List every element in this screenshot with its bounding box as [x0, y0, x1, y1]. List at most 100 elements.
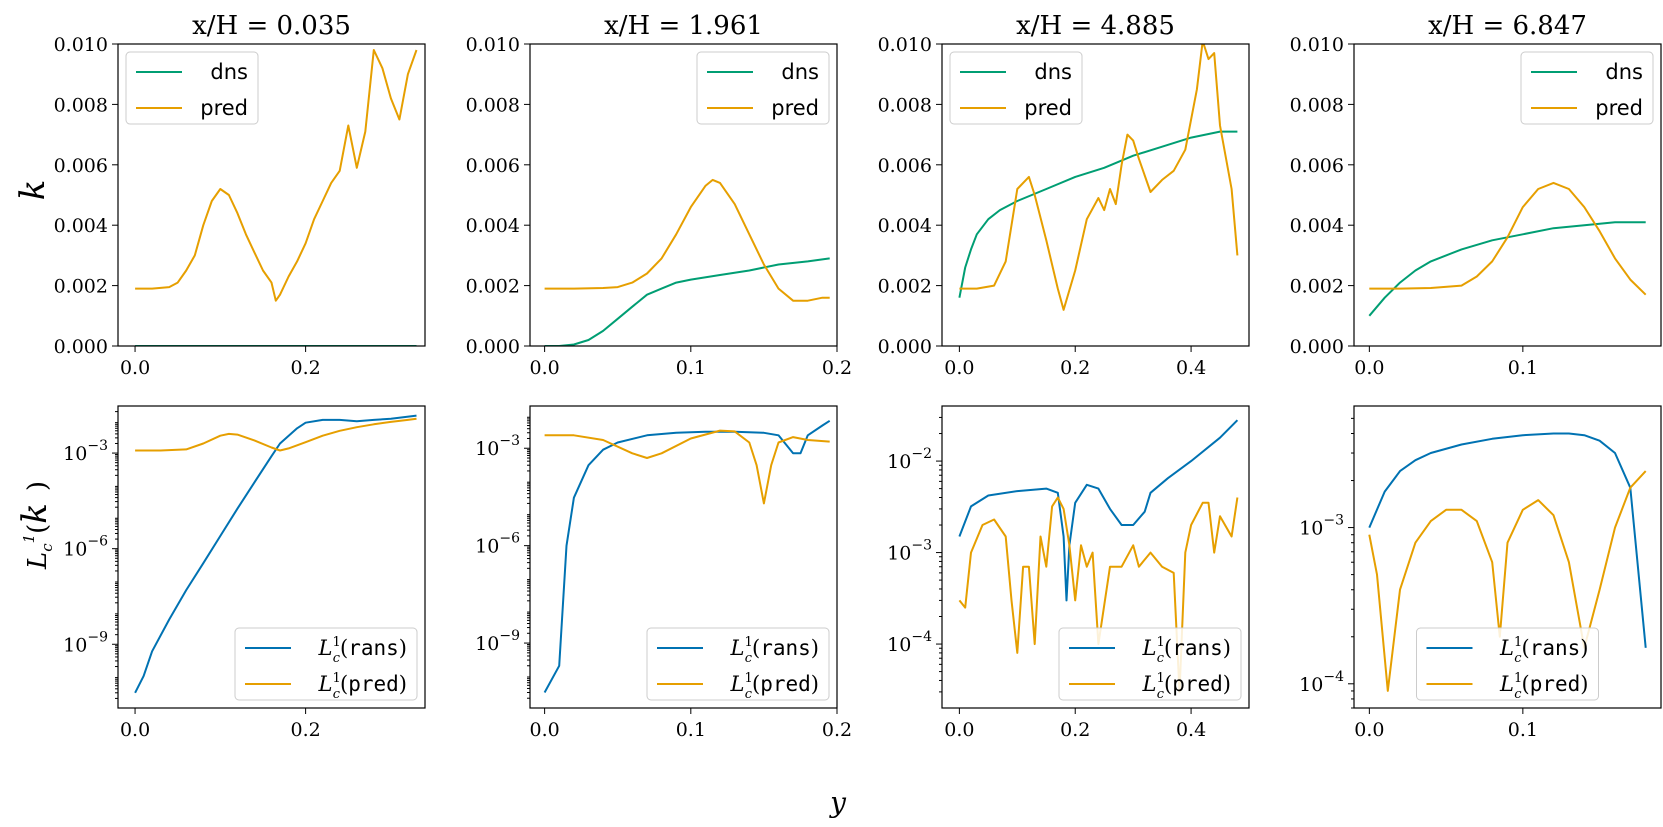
x-tick-label: 0.0	[530, 357, 560, 379]
y-tick-label: 0.004	[878, 215, 932, 237]
y-tick-label: 0.002	[878, 276, 932, 298]
series-line-rans	[543, 419, 831, 693]
legend-label: dns	[1034, 60, 1072, 84]
y-tick-label: 0.002	[54, 276, 108, 298]
legend-label: pred	[1024, 96, 1072, 120]
legend: dns pred	[1520, 51, 1654, 125]
y-tick-label: 0.008	[878, 94, 932, 116]
y-tick-label: 0.000	[878, 336, 932, 358]
series-line-dns	[958, 130, 1238, 298]
y-tick-label: 0.008	[466, 94, 520, 116]
x-tick-label: 0.1	[1508, 719, 1538, 741]
y-tick-label: 0.002	[466, 276, 520, 298]
y-tick-label: 0.000	[54, 336, 108, 358]
panel-title: x/H = 6.847	[1428, 11, 1587, 41]
y-tick-label: 10−2	[887, 446, 932, 473]
y-axis-label-bottom-open: (	[23, 524, 53, 534]
legend-label: pred	[200, 96, 248, 120]
y-tick-label: 0.010	[1290, 34, 1344, 56]
y-tick-label: 10−3	[887, 538, 932, 565]
axes-frame	[529, 43, 838, 347]
legend-label: L1 c(rans)	[730, 635, 820, 666]
y-tick-label: 10−3	[1299, 513, 1344, 540]
y-axis-label-bottom-sub: c	[38, 543, 56, 552]
legend-box	[1058, 627, 1242, 701]
y-tick-label: 0.006	[54, 155, 108, 177]
y-tick-label: 10−6	[475, 531, 520, 558]
axes-frame	[941, 43, 1250, 347]
y-tick-label: 0.002	[1290, 276, 1344, 298]
y-tick-label: 0.004	[1290, 215, 1344, 237]
y-tick-label: 10−3	[63, 438, 108, 465]
chart-panel-8: 0.0 0.1 10−4 10−3 L1 c(rans) L1 c(pred)	[1299, 405, 1662, 741]
legend: dns pred	[125, 51, 259, 125]
legend-label: L1 c(pred)	[318, 671, 408, 702]
axes-frame	[117, 43, 426, 347]
y-tick-label: 0.006	[466, 155, 520, 177]
x-tick-label: 0.2	[291, 719, 321, 741]
chart-panel-7: 0.0 0.2 0.4 10−4 10−3 10−2 L1 c(rans) L1 c(pred)	[887, 405, 1250, 741]
y-axis-label-bottom: Lc1(k)	[15, 481, 56, 570]
y-axis-label-bottom-sup: 1	[20, 534, 38, 544]
series-line-dns	[544, 257, 830, 346]
x-tick-label: 0.2	[1060, 719, 1090, 741]
x-tick-label: 0.2	[291, 357, 321, 379]
x-tick-label: 0.0	[120, 357, 150, 379]
y-tick-label: 0.004	[54, 215, 108, 237]
axes-frame	[1353, 405, 1662, 709]
chart-panel-6: 0.0 0.1 0.2 10−9 10−6 10−3 L1 c(rans) L1 c(pred)	[475, 405, 852, 741]
panels: 0.0 0.2 0.000 0.002 0.004 0.006 0.008 0.010 x/H …	[54, 11, 1662, 741]
x-tick-label: 0.4	[1176, 357, 1206, 379]
y-tick-label: 10−9	[63, 629, 108, 656]
legend: L1 c(rans) L1 c(pred)	[646, 627, 830, 702]
y-tick-label: 0.006	[1290, 155, 1344, 177]
series-line-pred	[544, 429, 830, 505]
series-line-pred	[1369, 181, 1647, 296]
legend-label: dns	[210, 60, 248, 84]
chart-panel-5: 0.0 0.2 10−9 10−6 10−3 L1 c(rans) L1 c(pred)	[63, 405, 426, 741]
legend-box	[125, 51, 259, 125]
x-axis-label: y	[828, 786, 847, 819]
y-axis-label-bottom-close: )	[23, 481, 53, 491]
chart-panel-2: 0.0 0.1 0.2 0.000 0.002 0.004 0.006 0.008 0.010 x…	[466, 11, 853, 379]
legend: dns pred	[696, 51, 830, 125]
chart-panel-3: 0.0 0.2 0.4 0.000 0.002 0.004 0.006 0.008 0.010 x…	[878, 11, 1250, 379]
y-tick-label: 10−4	[1299, 669, 1344, 696]
y-tick-label: 0.010	[466, 34, 520, 56]
legend: L1 c(rans) L1 c(pred)	[234, 627, 418, 702]
legend-label: L1 c(pred)	[1499, 671, 1589, 702]
y-axis-label-bottom-k: k	[15, 503, 55, 524]
x-tick-label: 0.1	[676, 719, 706, 741]
x-tick-label: 0.2	[1060, 357, 1090, 379]
chart-panel-4: 0.0 0.1 0.000 0.002 0.004 0.006 0.008 0.010 x/H …	[1290, 11, 1662, 379]
x-tick-label: 0.4	[1176, 719, 1206, 741]
x-tick-label: 0.0	[944, 719, 974, 741]
y-tick-label: 0.000	[1290, 336, 1344, 358]
series-line-pred	[958, 496, 1239, 693]
series-line-rans	[134, 414, 417, 694]
panel-title: x/H = 1.961	[604, 11, 763, 41]
y-tick-label: 0.008	[1290, 94, 1344, 116]
series-line-rans	[1368, 432, 1647, 648]
x-tick-label: 0.1	[1508, 357, 1538, 379]
y-tick-label: 10−3	[475, 433, 520, 460]
legend-label: pred	[771, 96, 819, 120]
legend: L1 c(rans) L1 c(pred)	[1058, 627, 1242, 702]
axes-frame	[1353, 43, 1662, 347]
legend-label: L1 c(rans)	[318, 635, 408, 666]
axes-frame	[117, 405, 426, 709]
chart-panel-1: 0.0 0.2 0.000 0.002 0.004 0.006 0.008 0.010 x/H …	[54, 11, 426, 379]
series-line-pred	[135, 49, 418, 302]
y-tick-label: 0.004	[466, 215, 520, 237]
x-tick-label: 0.0	[530, 719, 560, 741]
x-tick-label: 0.0	[944, 357, 974, 379]
axes-frame	[529, 405, 838, 709]
legend-label: dns	[781, 60, 819, 84]
legend-label: L1 c(pred)	[730, 671, 820, 702]
legend-label: pred	[1595, 96, 1643, 120]
legend-box	[234, 627, 418, 701]
legend-label: dns	[1605, 60, 1643, 84]
legend-box	[696, 51, 830, 125]
series-line-pred	[959, 44, 1239, 311]
